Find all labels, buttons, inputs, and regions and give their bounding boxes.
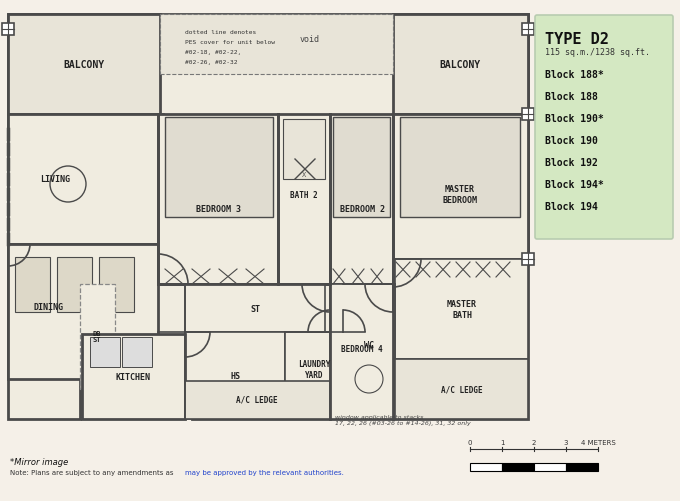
Text: may be approved by the relevant authorities.: may be approved by the relevant authorit… <box>185 469 344 475</box>
Polygon shape <box>8 15 528 419</box>
Text: 115 sq.m./1238 sq.ft.: 115 sq.m./1238 sq.ft. <box>545 48 650 57</box>
Bar <box>158 115 278 285</box>
Text: LIVING: LIVING <box>40 175 70 184</box>
Text: #02-18, #02-22,: #02-18, #02-22, <box>185 50 241 55</box>
Bar <box>400 118 520 217</box>
Text: 4 METERS: 4 METERS <box>581 439 615 445</box>
Bar <box>330 285 395 419</box>
Text: BEDROOM 3: BEDROOM 3 <box>196 205 241 214</box>
Text: Block 188: Block 188 <box>545 92 598 102</box>
Text: 3: 3 <box>564 439 568 445</box>
Text: Block 194*: Block 194* <box>545 180 604 189</box>
Text: A/C LEDGE: A/C LEDGE <box>236 395 278 404</box>
Bar <box>395 359 528 419</box>
Text: Block 192: Block 192 <box>545 158 598 168</box>
Text: window applicable to stacks
17, 22, 26 (#03-26 to #14-26), 31, 32 only: window applicable to stacks 17, 22, 26 (… <box>335 414 471 425</box>
Bar <box>185 285 325 332</box>
Bar <box>122 337 152 367</box>
Bar <box>165 118 273 217</box>
Text: Block 190: Block 190 <box>545 136 598 146</box>
Bar <box>333 118 390 217</box>
Text: 0: 0 <box>468 439 472 445</box>
FancyBboxPatch shape <box>535 16 673 239</box>
Bar <box>80 285 115 389</box>
Bar <box>278 115 330 285</box>
Bar <box>393 115 528 260</box>
Text: BATH 2: BATH 2 <box>290 190 318 199</box>
Bar <box>470 463 502 471</box>
Bar <box>90 337 120 367</box>
Bar <box>283 120 325 180</box>
Bar <box>285 332 343 419</box>
Text: A/C LEDGE: A/C LEDGE <box>441 385 483 394</box>
Text: BALCONY: BALCONY <box>63 60 105 70</box>
Text: MASTER
BATH: MASTER BATH <box>447 300 477 319</box>
Text: Block 188*: Block 188* <box>545 70 604 80</box>
Bar <box>522 24 534 36</box>
Bar <box>566 463 598 471</box>
Bar <box>2 24 14 36</box>
Text: HS: HS <box>230 372 240 381</box>
Bar <box>160 15 393 75</box>
Text: DB
ST: DB ST <box>92 330 101 343</box>
Text: BEDROOM 2: BEDROOM 2 <box>339 205 384 214</box>
Bar <box>502 463 534 471</box>
Bar <box>99 258 134 313</box>
Text: dotted line denotes: dotted line denotes <box>185 30 256 35</box>
Bar <box>343 285 395 419</box>
Text: TYPE D2: TYPE D2 <box>545 32 609 47</box>
Text: KITCHEN: KITCHEN <box>116 373 150 382</box>
Bar <box>82 334 185 419</box>
Bar <box>522 109 534 121</box>
Bar <box>395 260 528 359</box>
Bar <box>15 258 50 313</box>
Text: ST: ST <box>250 304 260 313</box>
Bar <box>8 115 163 244</box>
Text: DINING: DINING <box>33 303 63 312</box>
Text: PES cover for unit below: PES cover for unit below <box>185 40 275 45</box>
Text: Note: Plans are subject to any amendments as: Note: Plans are subject to any amendment… <box>10 469 175 475</box>
Text: BEDROOM 4: BEDROOM 4 <box>341 345 383 354</box>
Bar <box>534 463 566 471</box>
Text: Block 194: Block 194 <box>545 201 598 211</box>
Text: #02-26, #02-32: #02-26, #02-32 <box>185 60 237 65</box>
Text: void: void <box>300 36 320 45</box>
Bar <box>8 15 160 115</box>
Text: 1: 1 <box>500 439 505 445</box>
Text: X: X <box>302 172 306 178</box>
Text: BALCONY: BALCONY <box>439 60 481 70</box>
Text: WC: WC <box>364 340 374 349</box>
Bar <box>8 244 158 379</box>
Text: Block 190*: Block 190* <box>545 114 604 124</box>
Text: MASTER
BEDROOM: MASTER BEDROOM <box>443 185 477 204</box>
Text: 2: 2 <box>532 439 537 445</box>
Bar <box>393 15 528 115</box>
Bar <box>522 254 534 266</box>
Text: LAUNDRY
YARD: LAUNDRY YARD <box>298 360 330 379</box>
Bar <box>330 115 393 285</box>
Bar <box>185 381 330 419</box>
Bar <box>185 332 285 419</box>
Text: *Mirror image: *Mirror image <box>10 457 68 466</box>
Bar <box>57 258 92 313</box>
